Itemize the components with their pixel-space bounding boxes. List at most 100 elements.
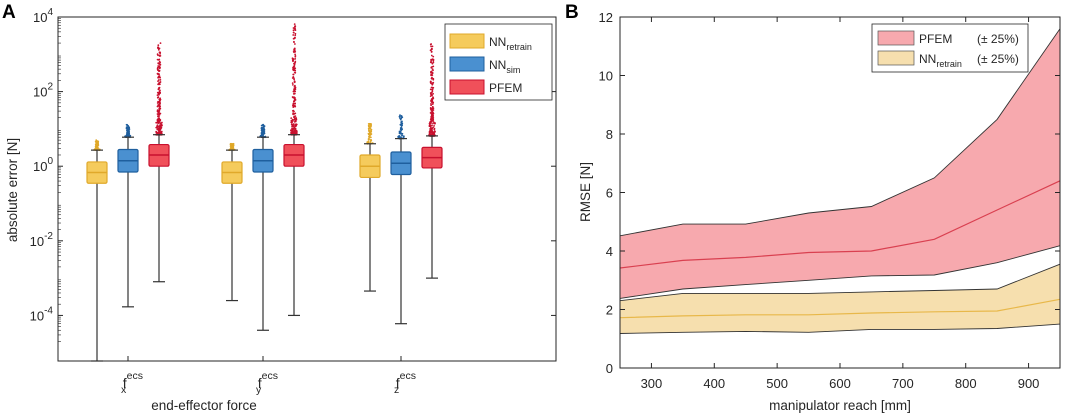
outlier-point xyxy=(431,109,434,111)
y-tick-label: 10 xyxy=(599,69,613,84)
outlier-point xyxy=(295,117,297,119)
outlier-point xyxy=(95,141,98,143)
panel-b-letter: B xyxy=(565,2,579,23)
outlier-point xyxy=(158,70,161,73)
x-tick-label-z: fecs z xyxy=(394,370,416,396)
x-tick-label: 600 xyxy=(829,376,851,391)
legend-note: (± 25%) xyxy=(977,52,1019,66)
outlier-point xyxy=(368,126,370,128)
outlier-point xyxy=(263,129,265,132)
outlier-point xyxy=(292,106,295,108)
outlier-point xyxy=(368,132,371,135)
outlier-point xyxy=(370,123,372,126)
outlier-point xyxy=(431,91,433,94)
outlier-point xyxy=(370,128,373,131)
outlier-point xyxy=(432,101,434,104)
outlier-point xyxy=(434,130,436,133)
outlier-point xyxy=(429,43,432,46)
outlier-point xyxy=(292,125,295,128)
x-tick-label: 900 xyxy=(1018,376,1040,391)
legend-swatch xyxy=(877,30,915,46)
outlier-point xyxy=(94,145,97,148)
outlier-point xyxy=(431,110,434,113)
outlier-point xyxy=(96,143,99,146)
outlier-point xyxy=(292,73,295,76)
outlier-point xyxy=(430,86,433,89)
box-pfem-y xyxy=(283,23,305,317)
outlier-point xyxy=(293,23,296,25)
outlier-point xyxy=(290,117,293,119)
outlier-point xyxy=(291,127,293,130)
outlier-point xyxy=(158,62,160,64)
outlier-point xyxy=(293,78,295,81)
outlier-point xyxy=(157,76,160,79)
outlier-point xyxy=(434,122,436,125)
band-lower-line xyxy=(619,245,1061,299)
box-nn-sim-z xyxy=(390,114,412,325)
outlier-point xyxy=(292,34,295,36)
outlier-point xyxy=(156,124,159,126)
outlier-point xyxy=(156,119,159,121)
legend-note: (± 25%) xyxy=(977,32,1019,46)
outlier-point xyxy=(400,117,403,120)
outlier-point xyxy=(293,40,295,43)
outlier-point xyxy=(430,133,433,136)
outlier-point xyxy=(432,55,435,58)
outlier-point xyxy=(294,98,297,101)
legend-swatch xyxy=(449,56,485,72)
outlier-point xyxy=(159,119,162,122)
outlier-point xyxy=(159,42,162,44)
outlier-point xyxy=(158,90,161,93)
outlier-point xyxy=(158,102,161,104)
outlier-point xyxy=(433,125,435,127)
band-lower-line xyxy=(619,323,1061,334)
band-upper-line xyxy=(619,28,1061,237)
outlier-point xyxy=(291,57,294,60)
outlier-point xyxy=(429,118,432,120)
outlier-point xyxy=(128,132,131,135)
outlier-point xyxy=(231,147,233,150)
x-tick-label: 500 xyxy=(766,376,788,391)
outlier-point xyxy=(294,25,297,28)
outlier-point xyxy=(159,122,162,124)
outlier-point xyxy=(157,72,159,75)
band-fill xyxy=(620,28,1060,299)
outlier-point xyxy=(262,125,265,128)
outlier-point xyxy=(294,102,296,105)
outlier-point xyxy=(294,58,297,60)
outlier-point xyxy=(430,60,432,62)
outlier-point xyxy=(127,130,130,133)
legend-label: NNretrain xyxy=(489,35,532,52)
outlier-point xyxy=(292,93,295,95)
outlier-point xyxy=(432,96,434,98)
mean-line xyxy=(619,298,1061,319)
outlier-point xyxy=(125,123,128,126)
outlier-point xyxy=(159,126,162,128)
outlier-point xyxy=(260,129,263,132)
outlier-point xyxy=(292,84,294,86)
outlier-point xyxy=(294,129,297,131)
outlier-point xyxy=(430,54,433,57)
outlier-point xyxy=(232,143,235,146)
outlier-point xyxy=(260,126,263,129)
panel-b-ylabel: RMSE [N] xyxy=(578,162,593,222)
outlier-point xyxy=(156,120,159,123)
outlier-point xyxy=(432,107,435,110)
outlier-point xyxy=(158,107,161,110)
outlier-point xyxy=(370,136,372,139)
panel-b-legend: PFEM (± 25%) NNretrain (± 25%) xyxy=(871,23,1029,73)
outlier-point xyxy=(429,127,432,130)
outlier-point xyxy=(370,133,373,135)
outlier-point xyxy=(156,126,159,128)
outlier-point xyxy=(294,55,297,57)
outlier-point xyxy=(430,103,432,105)
outlier-point xyxy=(155,130,158,133)
outlier-point xyxy=(158,75,161,78)
outlier-point xyxy=(399,136,402,139)
outlier-point xyxy=(157,125,160,128)
outlier-point xyxy=(293,80,296,82)
outlier-point xyxy=(157,80,159,82)
outlier-point xyxy=(370,125,372,128)
outlier-point xyxy=(159,63,162,66)
